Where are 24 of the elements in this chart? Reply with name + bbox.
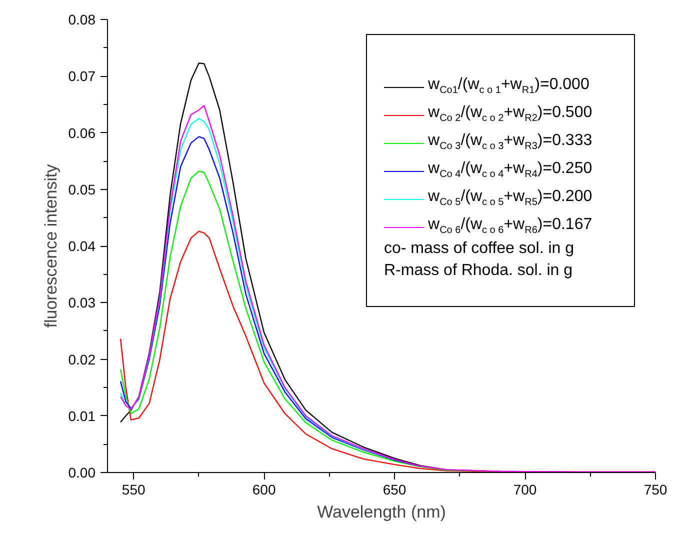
- legend-label: w$_{Co 2}$/(w$_{c o 2}$+w$_{R2}$)=0.500: [428, 104, 592, 125]
- legend-label: w$_{Co 5}$/(w$_{c o 5}$+w$_{R5}$)=0.200: [428, 188, 592, 209]
- x-tick-label: 650: [382, 482, 406, 498]
- y-tick-label: 0.00: [68, 464, 96, 480]
- y-tick-label: 0.08: [68, 12, 96, 28]
- x-tick-label: 700: [513, 482, 537, 498]
- annotation: R-mass of Rhoda. sol. in g: [384, 262, 574, 281]
- x-axis-title: Wavelength (nm): [317, 502, 446, 522]
- x-tick-label: 750: [644, 482, 668, 498]
- y-tick-label: 0.06: [68, 124, 96, 141]
- y-tick-label: 0.05: [68, 181, 96, 198]
- legend-label: w$_{Co 6}$/(w$_{c o 6}$+w$_{R6}$)=0.167: [428, 216, 592, 237]
- legend-label: w$_{Co1}$/(w$_{c o 1}$+w$_{R1}$)=0.000: [428, 76, 590, 97]
- y-tick-label: 0.03: [68, 294, 96, 311]
- y-tick-label: 0.07: [68, 68, 96, 84]
- y-tick-label: 0.04: [68, 238, 96, 254]
- legend-label: w$_{Co 4}$/(w$_{c o 4}$+w$_{R4}$)=0.250: [428, 160, 592, 181]
- y-axis-title: fluorescence intensity: [41, 164, 60, 328]
- y-tick-label: 0.01: [68, 408, 96, 424]
- annotation: co- mass of coffee sol. in g: [384, 240, 576, 259]
- y-tick-label: 0.02: [68, 351, 96, 368]
- x-tick-label: 550: [122, 482, 146, 498]
- x-tick-label: 600: [252, 482, 276, 498]
- legend-label: w$_{Co 3}$/(w$_{c o 3}$+w$_{R3}$)=0.333: [428, 132, 592, 153]
